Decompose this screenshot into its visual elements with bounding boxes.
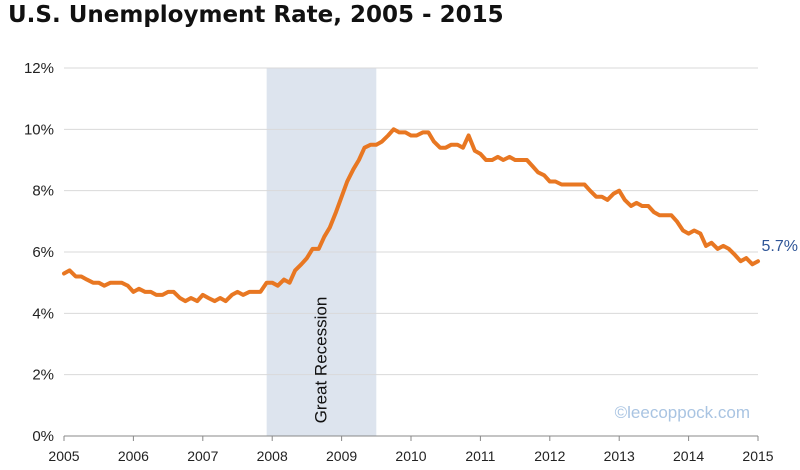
x-tick-label: 2006 — [118, 448, 149, 464]
y-tick-label: 0% — [32, 428, 54, 445]
x-tick-label: 2007 — [187, 448, 218, 464]
x-tick-label: 2008 — [257, 448, 288, 464]
y-tick-label: 8% — [32, 183, 54, 200]
y-tick-label: 4% — [32, 305, 54, 322]
watermark: ©leecoppock.com — [615, 403, 750, 422]
y-tick-label: 6% — [32, 244, 54, 261]
x-tick-label: 2012 — [534, 448, 565, 464]
x-tick-label: 2013 — [604, 448, 635, 464]
x-tick-label: 2010 — [395, 448, 426, 464]
x-tick-label: 2015 — [742, 448, 773, 464]
x-tick-label: 2011 — [465, 448, 495, 464]
series-line — [62, 127, 760, 304]
y-tick-label: 2% — [32, 367, 54, 384]
end-value-label: 5.7% — [762, 238, 798, 255]
y-tick-label: 10% — [24, 121, 54, 138]
chart-title: U.S. Unemployment Rate, 2005 - 2015 — [8, 2, 504, 28]
recession-label: Great Recession — [311, 297, 330, 424]
x-tick-label: 2005 — [48, 448, 79, 464]
x-tick-label: 2014 — [673, 448, 704, 464]
y-tick-label: 12% — [24, 60, 54, 77]
x-tick-label: 2009 — [326, 448, 357, 464]
